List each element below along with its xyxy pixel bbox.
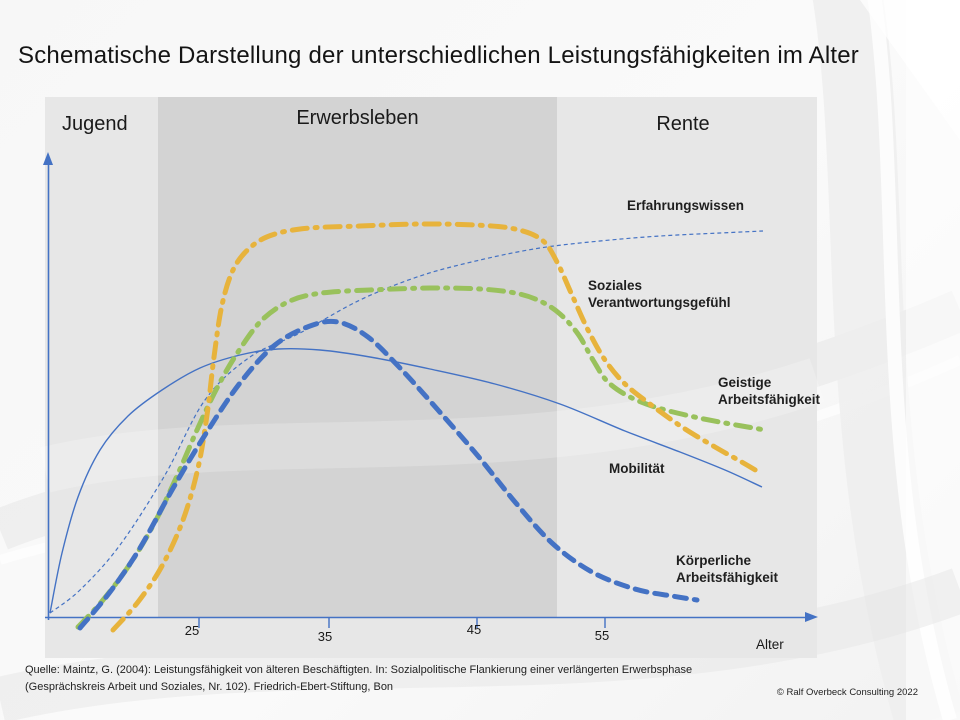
x-tick-label-35: 35 xyxy=(317,629,333,644)
zone-label-rente: Rente xyxy=(656,113,710,135)
curve-mobilitaet xyxy=(49,347,763,614)
source-citation-line1: Quelle: Maintz, G. (2004): Leistungsfähi… xyxy=(25,664,693,676)
curve-soziales-verantwortungsgefuehl xyxy=(75,285,768,630)
source-citation: Quelle: Maintz, G. (2004): Leistungsfähi… xyxy=(25,662,725,696)
series-label-erfahrungswissen: Erfahrungswissen xyxy=(627,198,745,213)
zone-label-jugend: Jugend xyxy=(62,113,128,135)
plot-swoosh xyxy=(39,358,825,493)
x-tick-label-45: 45 xyxy=(466,622,482,637)
zone-erwerbsleben-band xyxy=(158,97,557,617)
series-label-geistige-arbeitsfaehigkeit: Geistige Arbeitsfähigkeit xyxy=(718,375,821,407)
curve-koerperliche-arbeitsfaehigkeit xyxy=(77,318,700,631)
copyright-note: © Ralf Overbeck Consulting 2022 xyxy=(776,687,918,698)
source-citation-line2: (Gesprächskreis Arbeit und Soziales, Nr.… xyxy=(25,681,394,693)
zone-label-erwerbsleben: Erwerbsleben xyxy=(296,107,419,129)
x-axis-title: Alter xyxy=(756,637,784,652)
series-label-soziales-verantwortungsgefuehl: Soziales Verantwortungsgefühl xyxy=(588,278,731,310)
series-label-mobilitaet: Mobilität xyxy=(609,461,665,476)
x-axis-arrow-icon xyxy=(805,612,818,622)
series-label-koerperliche-arbeitsfaehigkeit: Körperliche Arbeitsfähigkeit xyxy=(676,553,779,585)
x-tick-label-55: 55 xyxy=(594,628,610,643)
curve-geistige-arbeitsfaehigkeit xyxy=(110,221,760,633)
page-title: Schematische Darstellung der unterschied… xyxy=(18,42,859,69)
y-axis-arrow-icon xyxy=(43,152,53,165)
curve-erfahrungswissen xyxy=(49,230,764,614)
x-tick-label-25: 25 xyxy=(184,623,200,638)
